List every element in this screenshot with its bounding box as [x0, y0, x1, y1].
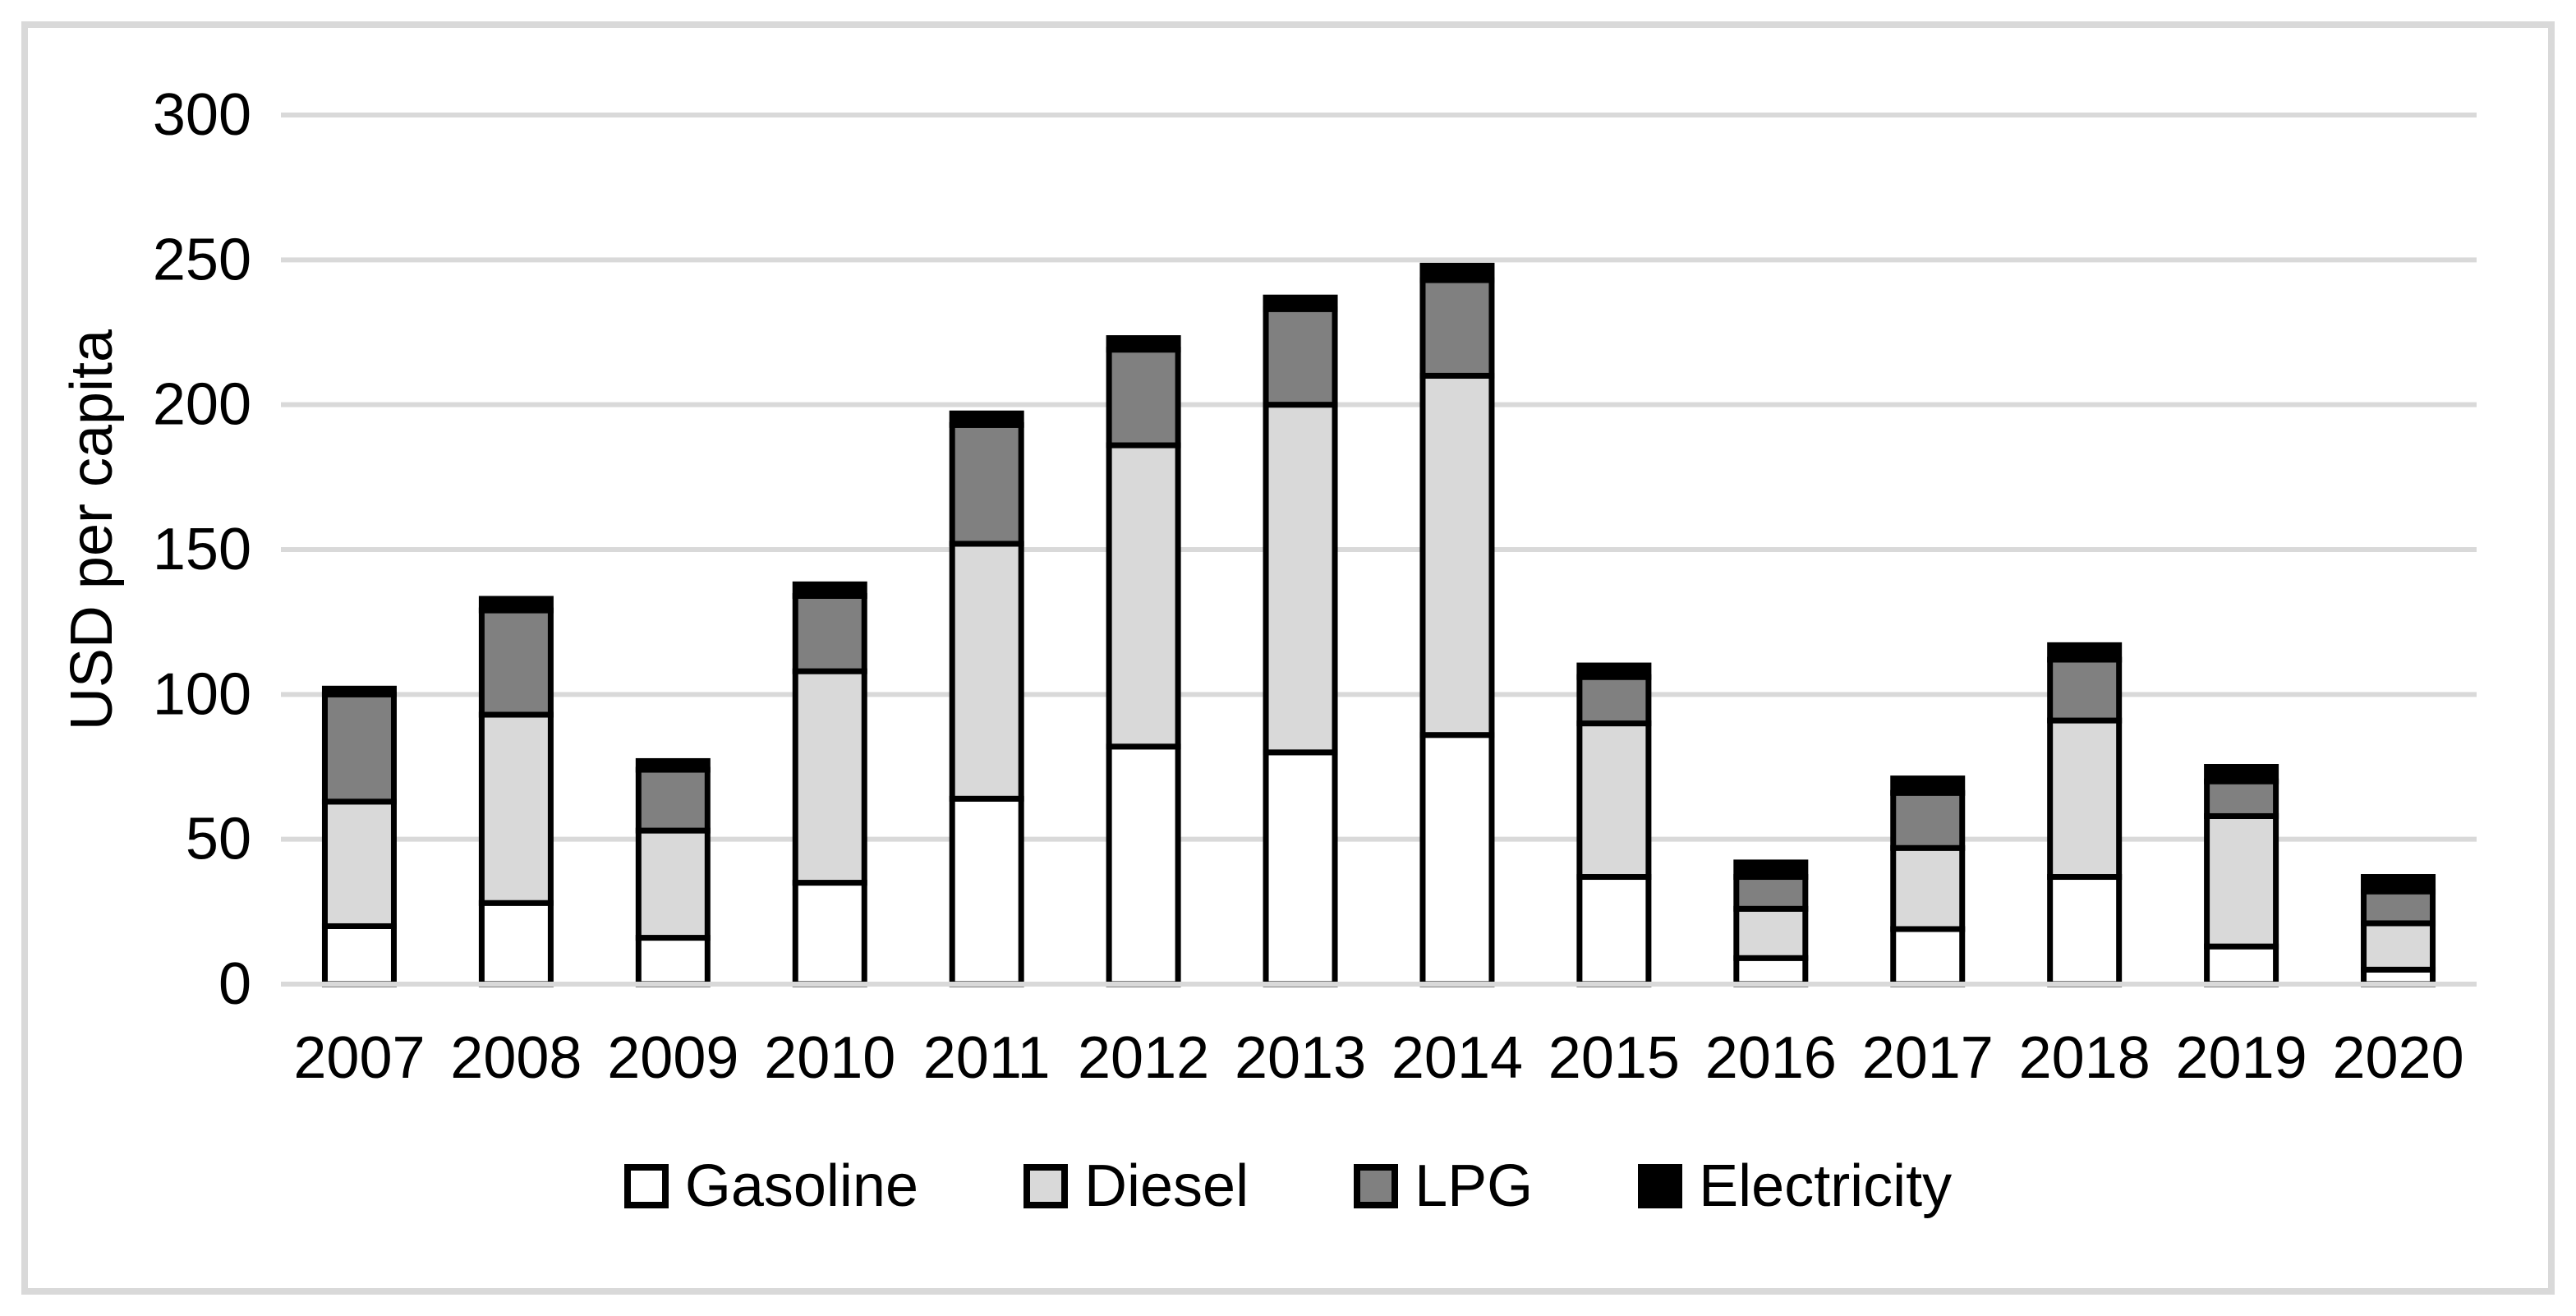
- x-tick-label-2018: 2018: [2019, 1025, 2150, 1091]
- bar-segment-2007-electricity: [321, 685, 397, 697]
- legend-marker-electricity: [1638, 1164, 1683, 1208]
- bar-segment-2010-electricity: [792, 581, 867, 599]
- bar-segment-2016-gasoline: [1733, 955, 1809, 987]
- bar-segment-2012-lpg: [1106, 347, 1181, 449]
- x-tick-label-2012: 2012: [1078, 1025, 1209, 1091]
- bar-segment-2015-lpg: [1576, 674, 1652, 727]
- legend-label-electricity: Electricity: [1699, 1153, 1953, 1219]
- bar-segment-2010-lpg: [792, 592, 867, 674]
- bar-segment-2015-gasoline: [1576, 874, 1652, 987]
- bar-segment-2020-lpg: [2361, 888, 2436, 927]
- bar-segment-2015-electricity: [1576, 662, 1652, 680]
- x-tick-label-2016: 2016: [1705, 1025, 1837, 1091]
- bar-segment-2013-gasoline: [1263, 749, 1338, 987]
- x-tick-label-2009: 2009: [607, 1025, 738, 1091]
- bar-segment-2012-gasoline: [1106, 743, 1181, 987]
- y-axis-title: USD per capita: [59, 329, 125, 731]
- bar-segment-2010-diesel: [792, 668, 867, 886]
- figure-border: [21, 21, 2555, 1295]
- x-tick-label-2014: 2014: [1392, 1025, 1523, 1091]
- legend-label-diesel: Diesel: [1083, 1153, 1249, 1219]
- x-tick-label-2010: 2010: [764, 1025, 895, 1091]
- legend-item-lpg: LPG: [1354, 1157, 1533, 1216]
- bar-segment-2008-gasoline: [478, 900, 554, 987]
- bar-segment-2017-electricity: [1890, 775, 1966, 796]
- x-tick-label-2017: 2017: [1862, 1025, 1994, 1091]
- bar-segment-2008-electricity: [478, 596, 554, 614]
- legend-label-gasoline: Gasoline: [684, 1153, 918, 1219]
- y-tick-label-200: 200: [153, 372, 251, 438]
- bar-segment-2013-electricity: [1263, 294, 1338, 312]
- bar-segment-2007-lpg: [321, 691, 397, 805]
- bar-segment-2009-diesel: [635, 827, 711, 941]
- bar-segment-2012-electricity: [1106, 335, 1181, 353]
- x-tick-label-2013: 2013: [1235, 1025, 1366, 1091]
- legend-item-gasoline: Gasoline: [623, 1153, 918, 1219]
- x-tick-label-2008: 2008: [450, 1025, 582, 1091]
- bar-segment-2019-lpg: [2204, 778, 2279, 819]
- y-tick-label-250: 250: [153, 227, 251, 292]
- bar-segment-2017-lpg: [1890, 789, 1966, 851]
- x-tick-label-2007: 2007: [293, 1025, 425, 1091]
- x-tick-label-2015: 2015: [1548, 1025, 1680, 1091]
- bar-segment-2018-gasoline: [2047, 874, 2123, 987]
- bar-segment-2008-diesel: [478, 711, 554, 906]
- y-tick-label-50: 50: [186, 807, 251, 872]
- bar-segment-2010-gasoline: [792, 880, 867, 987]
- bar-segment-2019-diesel: [2204, 812, 2279, 950]
- bar-segment-2012-diesel: [1106, 442, 1181, 750]
- bar-segment-2020-diesel: [2361, 920, 2436, 973]
- bar-segment-2016-diesel: [1733, 905, 1809, 961]
- x-tick-label-2019: 2019: [2176, 1025, 2307, 1091]
- bar-segment-2015-diesel: [1576, 720, 1652, 881]
- bar-segment-2020-electricity: [2361, 874, 2436, 895]
- legend-marker-gasoline: [623, 1164, 669, 1208]
- bar-segment-2014-diesel: [1419, 372, 1495, 739]
- bar-segment-2011-lpg: [949, 421, 1024, 547]
- bar-segment-2009-lpg: [635, 766, 711, 834]
- y-tick-label-0: 0: [218, 951, 251, 1017]
- legend-marker-diesel: [1023, 1164, 1068, 1208]
- bar-segment-2014-gasoline: [1419, 732, 1495, 987]
- bar-segment-2009-electricity: [635, 757, 711, 773]
- bar-segment-2008-lpg: [478, 607, 554, 718]
- bar-segment-2016-electricity: [1733, 859, 1809, 881]
- y-tick-label-100: 100: [153, 661, 251, 727]
- legend: Gasoline Diesel LPG Electricity: [0, 1157, 2576, 1216]
- bar-segment-2013-lpg: [1263, 306, 1338, 408]
- bar-segment-2014-lpg: [1419, 277, 1495, 379]
- bar-segment-2014-electricity: [1419, 262, 1495, 283]
- bar-segment-2019-electricity: [2204, 764, 2279, 785]
- bar-segment-2007-gasoline: [321, 923, 397, 987]
- x-tick-label-2011: 2011: [923, 1025, 1051, 1091]
- y-tick-label-150: 150: [153, 517, 251, 582]
- legend-item-diesel: Diesel: [1023, 1153, 1249, 1219]
- legend-label-lpg: LPG: [1414, 1153, 1534, 1219]
- bar-segment-2007-diesel: [321, 798, 397, 929]
- y-tick-label-300: 300: [153, 82, 251, 148]
- bar-segment-2013-diesel: [1263, 402, 1338, 756]
- bar-segment-2017-diesel: [1890, 844, 1966, 932]
- legend-item-electricity: Electricity: [1638, 1157, 1952, 1216]
- bar-segment-2011-diesel: [949, 541, 1024, 802]
- bar-segment-2018-electricity: [2047, 642, 2123, 663]
- bar-segment-2009-gasoline: [635, 935, 711, 987]
- legend-marker-lpg: [1354, 1164, 1399, 1208]
- x-tick-label-2020: 2020: [2332, 1025, 2463, 1091]
- bar-segment-2011-gasoline: [949, 795, 1024, 987]
- bar-segment-2016-lpg: [1733, 874, 1809, 912]
- bar-segment-2019-gasoline: [2204, 943, 2279, 987]
- bar-segment-2018-diesel: [2047, 717, 2123, 881]
- bar-segment-2018-lpg: [2047, 656, 2123, 724]
- bar-segment-2011-electricity: [949, 410, 1024, 428]
- bar-segment-2017-gasoline: [1890, 926, 1966, 987]
